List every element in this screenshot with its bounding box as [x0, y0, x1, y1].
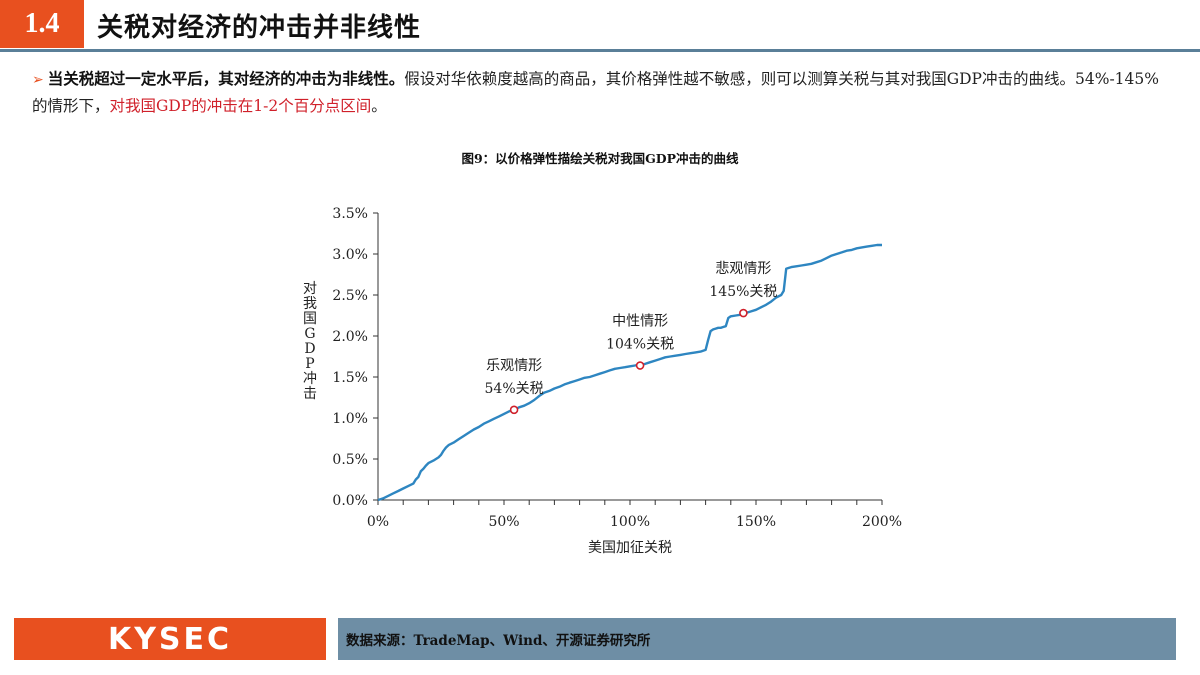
y-tick-label: 1.5% — [332, 370, 368, 386]
annotation-label: 104%关税 — [606, 337, 674, 353]
annotation-label: 中性情形 — [612, 314, 668, 330]
section-number: 1.4 — [0, 0, 84, 48]
y-tick-label: 2.5% — [332, 288, 368, 304]
x-axis-label: 美国加征关税 — [588, 540, 672, 556]
y-tick-label: 3.0% — [332, 247, 368, 263]
chart-markers — [509, 308, 748, 415]
bullet-bold-text: 当关税超过一定水平后，其对经济的冲击为非线性。 — [47, 69, 405, 88]
bullet-arrow-icon: ➢ — [32, 72, 44, 88]
header-divider — [0, 49, 1200, 52]
x-tick-label: 100% — [610, 514, 650, 530]
x-tick-label: 0% — [367, 514, 389, 530]
y-tick-label: 0.5% — [332, 452, 368, 468]
annotation-marker — [635, 361, 645, 370]
bullet-normal-text: 假设对华依赖度越高的商品，其价格弹性越不敏感，则可以测算关税与其对我国GDP冲击… — [32, 70, 1159, 115]
bullet-end-text: 。 — [371, 97, 387, 115]
annotation-label: 54%关税 — [485, 381, 544, 397]
chart-svg: 0.0% 0.5% 1.0% 1.5% 2.0% 2.5% 3.0% 3.5% 0% 50% 100… — [303, 206, 902, 556]
annotation-label: 乐观情形 — [486, 358, 542, 374]
y-axis-label: 对我国 G D P 冲击 — [303, 281, 317, 402]
annotation-label: 145%关税 — [709, 284, 777, 300]
bullet-paragraph: ➢ 当关税超过一定水平后，其对经济的冲击为非线性。假设对华依赖度越高的商品，其价格… — [32, 66, 1172, 119]
figure-title: 图9：以价格弹性描绘关税对我国GDP冲击的曲线 — [461, 151, 739, 166]
annotation-marker — [509, 405, 519, 415]
chart-axes — [377, 213, 882, 501]
x-tick-label: 200% — [862, 514, 902, 530]
annotation-marker — [739, 308, 748, 318]
page-footer: KYSEC 数据来源：TradeMap、Wind、开源证券研究所 — [0, 618, 1200, 660]
series-line — [377, 243, 882, 502]
data-source: 数据来源：TradeMap、Wind、开源证券研究所 — [338, 618, 1176, 660]
annotation-label: 悲观情形 — [715, 260, 771, 277]
x-tick-label: 50% — [488, 514, 519, 530]
page-title: 关税对经济的冲击并非线性 — [97, 13, 422, 43]
chart-ticks: 0.0% 0.5% 1.0% 1.5% 2.0% 2.5% 3.0% 3.5% 0% 50% 100… — [332, 206, 902, 530]
y-tick-label: 2.0% — [332, 329, 368, 345]
y-tick-label: 1.0% — [332, 411, 368, 427]
kysec-logo: KYSEC — [14, 618, 326, 660]
x-tick-label: 150% — [736, 514, 776, 530]
y-tick-label: 0.0% — [332, 493, 368, 509]
tariff-gdp-chart: 0.0% 0.5% 1.0% 1.5% 2.0% 2.5% 3.0% 3.5% 0% 50% 100… — [290, 195, 930, 575]
bullet-red-text: 对我国GDP的冲击在1-2个百分点区间 — [109, 97, 372, 115]
page-header: 1.4 关税对经济的冲击并非线性 — [0, 0, 1200, 52]
y-tick-label: 3.5% — [332, 206, 368, 222]
